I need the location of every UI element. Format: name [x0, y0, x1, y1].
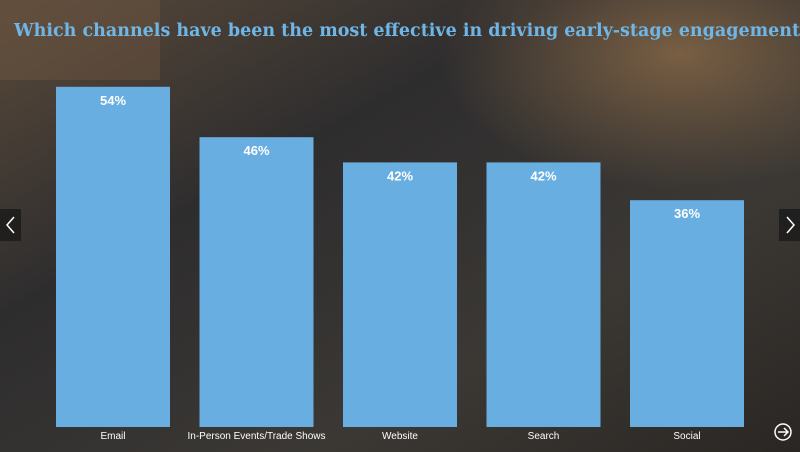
value-label: 46%: [243, 143, 269, 158]
bar: [56, 86, 170, 428]
advance-arrow: [778, 427, 790, 437]
x-tick-label: In-Person Events/Trade Shows: [187, 431, 325, 442]
prev-arrow: [6, 216, 15, 234]
bar: [630, 200, 744, 427]
x-tick-label: Search: [528, 431, 560, 442]
prev-button[interactable]: [0, 209, 21, 241]
value-label: 54%: [100, 93, 126, 108]
bar: [486, 162, 601, 427]
x-tick-label: Website: [382, 431, 418, 442]
bar: [343, 162, 457, 427]
prev-button-bg[interactable]: [0, 209, 21, 241]
next-arrow: [786, 216, 795, 234]
x-tick-label: Email: [100, 431, 125, 442]
x-tick-label: Social: [673, 431, 700, 442]
bar: [199, 137, 314, 427]
plot: 54% Email 46% In-Person Events/Trade Shows 4…: [56, 86, 744, 442]
advance-circle[interactable]: [774, 423, 792, 441]
chart-title: Which channels have been the most effect…: [13, 21, 800, 41]
value-label: 42%: [387, 168, 413, 183]
next-button[interactable]: [779, 209, 800, 241]
next-button-bg[interactable]: [779, 209, 800, 241]
value-label: 36%: [674, 206, 700, 221]
advance-button[interactable]: [774, 423, 792, 441]
value-label: 42%: [530, 168, 556, 183]
background-table: [0, 0, 160, 80]
